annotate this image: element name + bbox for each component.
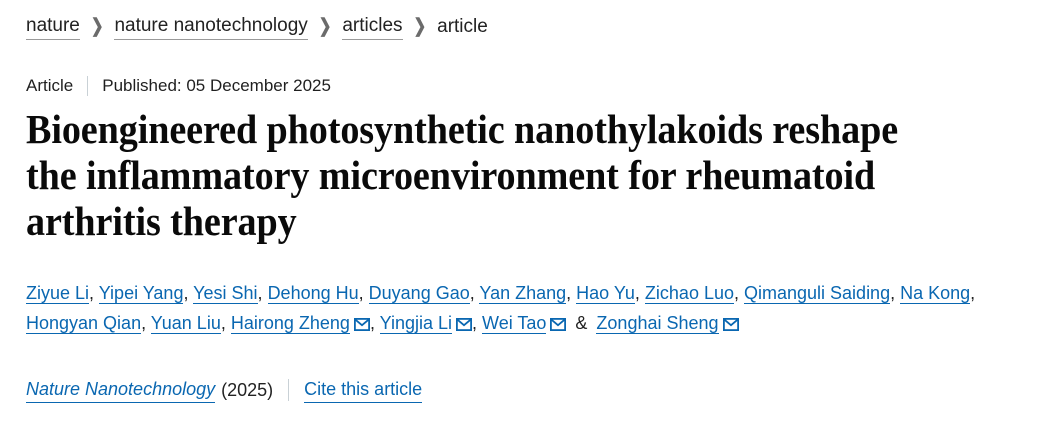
envelope-icon[interactable] [722,310,739,340]
author-link[interactable]: Yesi Shi [193,283,258,304]
envelope-icon[interactable] [550,310,567,340]
author-link[interactable]: Qimanguli Saiding [744,283,891,304]
author-link[interactable]: Dehong Hu [267,283,359,304]
author-separator-comma: , [141,313,151,333]
chevron-right-icon: ❯ [90,15,104,37]
author-separator-comma: , [733,283,744,303]
breadcrumb-item-articles[interactable]: articles [342,14,403,40]
author-link[interactable]: Na Kong [900,283,971,304]
article-header-page: nature ❯ nature nanotechnology ❯ articles ❯ ar… [26,14,1040,403]
envelope-icon[interactable] [353,310,370,340]
author-separator-comma: , [970,283,976,303]
author-separator-comma: , [257,283,268,303]
author-separator-comma: , [89,283,99,303]
breadcrumb-item-nature[interactable]: nature [26,14,80,40]
page-title: Bioengineered photosynthetic nanothylako… [26,106,899,244]
author-link[interactable]: Yingjia Li [379,313,453,334]
author-link[interactable]: Wei Tao [482,313,547,334]
author-link[interactable]: Hao Yu [576,283,635,304]
publication-year: (2025) [221,379,274,400]
author-link[interactable]: Duyang Gao [368,283,470,304]
cite-this-article-link[interactable]: Cite this article [304,376,423,403]
published-date: Published: 05 December 2025 [102,76,331,95]
author-link[interactable]: Yuan Liu [150,313,221,334]
author-separator-comma: , [220,313,231,333]
journal-divider [288,378,290,401]
breadcrumb-item-article: article [437,16,488,37]
author-separator-comma: , [566,283,577,303]
author-separator-comma: , [472,313,483,333]
breadcrumb-item-nature-nanotechnology[interactable]: nature nanotechnology [114,14,308,40]
author-link[interactable]: Yan Zhang [479,283,567,304]
chevron-right-icon: ❯ [318,15,332,37]
author-separator-comma: , [358,283,369,303]
author-link[interactable]: Ziyue Li [26,283,90,304]
author-separator-comma: , [369,313,380,333]
chevron-right-icon: ❯ [413,15,427,37]
article-type-label: Article [26,76,74,95]
author-link[interactable]: Yipei Yang [98,283,184,304]
breadcrumb: nature ❯ nature nanotechnology ❯ articles ❯ ar… [26,14,1040,40]
author-separator-ampersand: & [570,313,593,333]
journal-citation-line: Nature Nanotechnology (2025) Cite this a… [26,376,1040,403]
author-link[interactable]: Hairong Zheng [230,313,350,334]
author-separator-comma: , [469,283,480,303]
author-link[interactable]: Zichao Luo [644,283,734,304]
envelope-icon[interactable] [456,310,473,340]
author-separator-comma: , [890,283,901,303]
author-separator-comma: , [183,283,194,303]
journal-name-link[interactable]: Nature Nanotechnology [26,376,216,403]
article-meta: Article Published: 05 December 2025 [26,74,1040,98]
meta-divider [87,76,89,96]
author-link[interactable]: Zonghai Sheng [596,313,719,334]
author-link[interactable]: Hongyan Qian [26,313,142,334]
author-list: Ziyue Li, Yipei Yang, Yesi Shi, Dehong H… [26,278,1040,340]
author-separator-comma: , [634,283,645,303]
